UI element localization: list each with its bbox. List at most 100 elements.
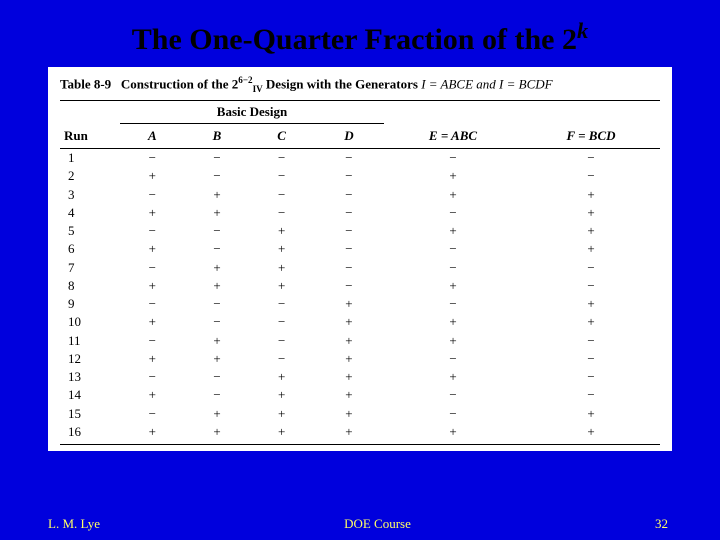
cell-sign: + [384,332,522,350]
cell-sign: − [120,259,185,277]
table-caption: Table 8-9 Construction of the 26−2IV Des… [60,75,660,94]
cell-sign: − [522,259,660,277]
cell-sign: − [185,240,250,258]
cell-sign: + [185,277,250,295]
cell-sign: − [384,295,522,313]
caption-label: Table 8-9 [60,76,111,91]
cell-sign: + [522,313,660,331]
cell-sign: − [522,386,660,404]
cell-sign: + [314,405,384,423]
cell-sign: − [120,332,185,350]
table-row: 11−+−++− [60,332,660,350]
cell-sign: − [314,277,384,295]
cell-sign: + [185,350,250,368]
col-f: F = BCD [522,124,660,149]
table-row: 9−−−+−+ [60,295,660,313]
cell-sign: − [384,204,522,222]
cell-sign: − [314,204,384,222]
cell-sign: + [249,259,314,277]
cell-sign: + [522,423,660,445]
cell-sign: − [120,295,185,313]
table-row: 12++−+−− [60,350,660,368]
cell-sign: + [120,313,185,331]
cell-sign: + [185,186,250,204]
cell-sign: + [314,313,384,331]
cell-run: 13 [60,368,120,386]
cell-sign: − [314,186,384,204]
cell-sign: + [384,423,522,445]
cell-sign: + [314,332,384,350]
cell-sign: + [522,186,660,204]
caption-text-a: Construction of the 2 [121,76,238,91]
cell-run: 12 [60,350,120,368]
table-row: 14+−++−− [60,386,660,404]
table-row: 2+−−−+− [60,167,660,185]
table-row: 4++−−−+ [60,204,660,222]
cell-sign: − [120,222,185,240]
cell-run: 1 [60,149,120,168]
cell-sign: + [249,277,314,295]
cell-sign: + [249,386,314,404]
cell-sign: + [185,259,250,277]
cell-sign: + [314,386,384,404]
cell-sign: − [522,167,660,185]
cell-sign: + [384,368,522,386]
cell-run: 11 [60,332,120,350]
cell-sign: + [185,423,250,445]
caption-text-b: Design with the Generators [263,76,422,91]
design-table: Basic Design Run A B C D E = ABC F = BCD… [60,100,660,445]
cell-sign: − [249,332,314,350]
cell-sign: − [384,149,522,168]
cell-sign: + [384,222,522,240]
table-row: 16++++++ [60,423,660,445]
table-row: 1−−−−−− [60,149,660,168]
cell-run: 5 [60,222,120,240]
cell-sign: − [249,350,314,368]
cell-sign: + [249,368,314,386]
cell-sign: − [120,368,185,386]
cell-sign: + [384,186,522,204]
col-e: E = ABC [384,124,522,149]
cell-sign: − [522,332,660,350]
cell-sign: + [384,167,522,185]
cell-sign: − [522,350,660,368]
cell-sign: + [185,405,250,423]
cell-sign: + [384,313,522,331]
cell-sign: + [314,368,384,386]
cell-run: 7 [60,259,120,277]
cell-sign: + [522,204,660,222]
cell-sign: − [384,386,522,404]
cell-sign: − [185,368,250,386]
cell-sign: + [384,277,522,295]
cell-sign: − [249,295,314,313]
cell-sign: + [120,167,185,185]
cell-sign: + [522,222,660,240]
footer-page: 32 [655,516,668,532]
cell-sign: + [249,240,314,258]
table-row: 7−++−−− [60,259,660,277]
cell-sign: − [314,240,384,258]
cell-sign: − [314,259,384,277]
cell-sign: + [120,240,185,258]
cell-sign: − [384,259,522,277]
cell-sign: + [185,332,250,350]
cell-run: 4 [60,204,120,222]
cell-sign: + [120,423,185,445]
cell-sign: − [249,149,314,168]
col-run: Run [60,124,120,149]
cell-sign: − [522,368,660,386]
cell-sign: − [249,186,314,204]
title-text: The One-Quarter Fraction of the 2 [132,23,577,56]
cell-sign: − [185,386,250,404]
cell-sign: − [185,167,250,185]
cell-sign: − [384,240,522,258]
basic-design-header: Basic Design [120,100,384,123]
cell-sign: − [384,405,522,423]
col-a: A [120,124,185,149]
footer: L. M. Lye DOE Course 32 [0,516,720,532]
title-exponent: k [577,18,588,43]
cell-sign: + [522,295,660,313]
cell-run: 6 [60,240,120,258]
cell-run: 8 [60,277,120,295]
cell-sign: + [522,405,660,423]
